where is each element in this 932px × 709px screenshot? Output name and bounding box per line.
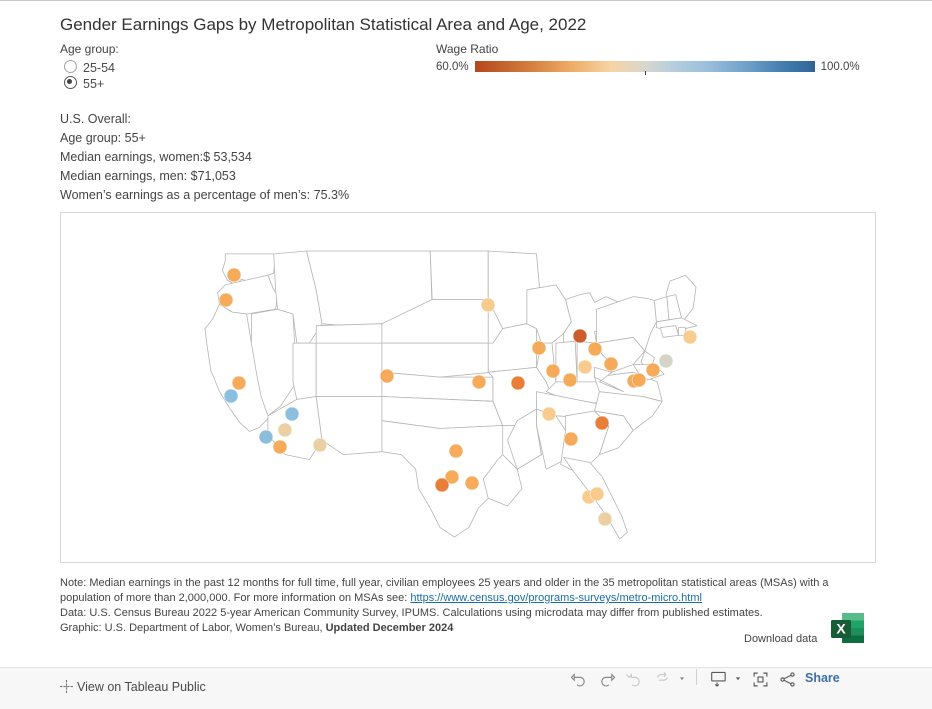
svg-text:X: X bbox=[836, 621, 846, 637]
